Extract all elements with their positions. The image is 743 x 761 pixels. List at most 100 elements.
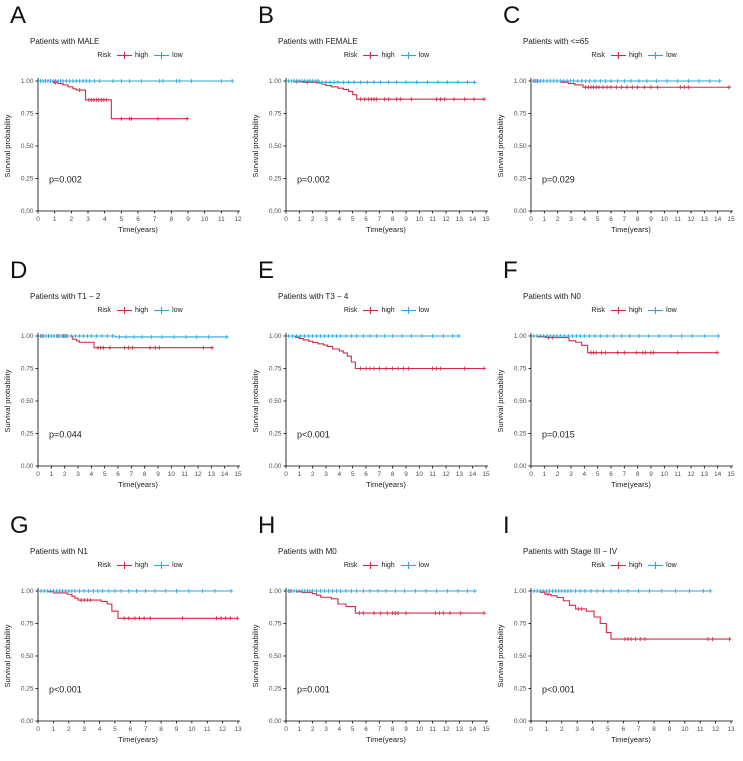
panel-title: Patients with M0 [278, 547, 337, 556]
panel-letter: H [258, 512, 276, 539]
y-tick-label: 1.00 [514, 333, 527, 340]
high-risk-marker-icon [610, 562, 626, 569]
x-tick-label: 0 [36, 726, 40, 733]
x-tick-label: 0 [36, 471, 40, 478]
x-tick-label: 12 [442, 471, 450, 478]
x-tick-label: 7 [378, 726, 382, 733]
km-curve-high [38, 335, 213, 349]
x-tick-label: 12 [234, 216, 242, 223]
survival-plot: 0.000.250.500.751.000 1 2 3 4 5 6 7 8 9 10 11 12 13 14… [251, 588, 490, 744]
legend-high-label: high [134, 307, 149, 314]
x-tick-label: 11 [429, 471, 436, 478]
x-tick-label: 14 [469, 471, 477, 478]
y-tick-label: 0.50 [269, 653, 282, 660]
y-axis-title: Survival probability [496, 114, 505, 177]
x-axis-title: Time(years) [366, 225, 406, 234]
risk-legend: Risk high low [38, 306, 242, 315]
y-tick-label: 0.25 [514, 176, 527, 183]
y-axis-title: Survival probability [496, 624, 505, 687]
x-tick-label: 0 [284, 471, 288, 478]
x-tick-label: 3 [82, 726, 86, 733]
x-tick-label: 12 [194, 471, 202, 478]
km-curve-high [38, 590, 238, 619]
y-tick-label: 0.00 [21, 463, 34, 470]
x-tick-label: 10 [661, 471, 669, 478]
y-tick-label: 0.25 [21, 686, 34, 693]
x-tick-label: 6 [364, 471, 368, 478]
x-tick-label: 4 [98, 726, 102, 733]
x-tick-label: 10 [416, 216, 424, 223]
x-tick-label: 9 [668, 726, 672, 733]
y-tick-label: 0.25 [269, 431, 282, 438]
low-risk-marker-icon [400, 307, 416, 314]
x-tick-label: 8 [159, 726, 163, 733]
x-tick-label: 2 [63, 471, 67, 478]
x-tick-label: 13 [208, 471, 216, 478]
y-tick-label: 0.00 [269, 208, 282, 215]
y-tick-label: 0.00 [269, 718, 282, 725]
risk-legend: Risk high low [531, 306, 737, 315]
legend-high-label: high [381, 562, 395, 569]
panel-title: Patients with T3 − 4 [278, 292, 349, 301]
x-tick-label: 0 [529, 471, 533, 478]
high-risk-marker-icon [610, 307, 626, 314]
x-tick-label: 15 [482, 726, 490, 733]
high-risk-marker-icon [363, 307, 379, 314]
x-tick-label: 0 [284, 216, 288, 223]
x-tick-label: 2 [311, 216, 315, 223]
y-tick-label: 0.50 [21, 398, 34, 405]
pvalue-label: p<0.001 [49, 684, 82, 694]
risk-legend: Risk high low [531, 561, 737, 570]
y-axis-title: Survival probability [496, 369, 505, 432]
legend-item-low: low [648, 306, 677, 315]
y-axis-title: Survival probability [3, 624, 12, 687]
legend-item-low: low [648, 561, 677, 570]
x-tick-label: 3 [324, 216, 328, 223]
x-tick-label: 14 [714, 471, 722, 478]
x-tick-label: 9 [175, 726, 179, 733]
km-curve-high [531, 80, 730, 88]
legend-low-label: low [172, 52, 183, 59]
x-tick-label: 13 [456, 726, 464, 733]
panel-letter: D [10, 257, 28, 284]
panel-title: Patients with N1 [30, 547, 88, 556]
y-tick-label: 1.00 [269, 78, 282, 85]
low-risk-marker-icon [154, 52, 170, 59]
x-tick-label: 15 [727, 471, 735, 478]
x-tick-label: 7 [637, 726, 641, 733]
x-tick-label: 3 [569, 216, 573, 223]
x-tick-label: 11 [204, 726, 211, 733]
risk-legend: Risk high low [38, 51, 242, 60]
x-tick-label: 1 [52, 726, 56, 733]
y-tick-label: 0.75 [21, 111, 34, 118]
x-tick-label: 6 [128, 726, 132, 733]
x-tick-label: 15 [234, 471, 242, 478]
x-tick-label: 4 [338, 726, 342, 733]
km-panel: B Patients with FEMALE Risk high low 0.0… [248, 0, 493, 255]
km-panel: D Patients with T1 − 2 Risk high low 0.0… [0, 255, 248, 510]
x-tick-label: 9 [404, 216, 408, 223]
survival-plot: 0.000.250.500.751.000 1 2 3 4 5 6 7 8 9 10 11 12 13 14… [3, 333, 242, 489]
x-tick-label: 14 [469, 216, 477, 223]
x-tick-label: 2 [560, 726, 564, 733]
x-tick-label: 1 [298, 726, 302, 733]
x-tick-label: 2 [67, 726, 71, 733]
risk-legend: Risk high low [286, 306, 487, 315]
legend-risk-label: Risk [343, 307, 358, 314]
x-tick-label: 6 [116, 471, 120, 478]
panel-letter: G [10, 512, 29, 539]
risk-legend: Risk high low [286, 51, 487, 60]
panel-title: Patients with MALE [30, 37, 100, 46]
high-risk-marker-icon [116, 52, 132, 59]
y-tick-label: 0.00 [21, 208, 34, 215]
x-tick-label: 12 [442, 726, 450, 733]
x-tick-label: 3 [76, 471, 80, 478]
x-tick-label: 4 [583, 216, 587, 223]
km-panel: A Patients with MALE Risk high low 0.00 0… [0, 0, 248, 255]
y-tick-label: 0.75 [514, 111, 527, 118]
legend-risk-label: Risk [97, 307, 111, 314]
low-risk-marker-icon [154, 307, 170, 314]
x-tick-label: 6 [364, 726, 368, 733]
x-tick-label: 10 [188, 726, 196, 733]
legend-risk-label: Risk [343, 562, 358, 569]
